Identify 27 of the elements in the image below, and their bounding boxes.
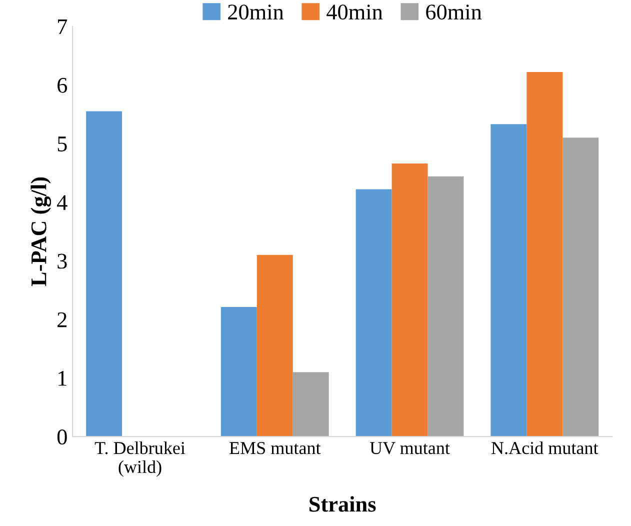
y-tick-label: 4 [57, 195, 68, 210]
bar [490, 124, 527, 437]
bar [220, 307, 257, 437]
bar [392, 163, 428, 437]
bar [86, 111, 122, 437]
legend-label: 20min [228, 4, 284, 20]
x-tick-label: EMS mutant [230, 442, 321, 454]
y-tick-label: 7 [58, 19, 68, 34]
y-tick-label: 3 [58, 254, 67, 269]
x-tick-label: N.Acid mutant [491, 441, 598, 454]
bar [428, 176, 464, 437]
bar [256, 254, 293, 437]
y-tick-label: 6 [58, 78, 68, 93]
y-tick-label: 1 [58, 371, 66, 386]
legend-label: 60min [426, 4, 482, 20]
x-tick-label: T. Delbrukei (wild) [94, 441, 186, 477]
x-tick-label: UV mutant [370, 442, 450, 454]
bar [562, 138, 599, 437]
x-axis-title: Strains [310, 496, 376, 512]
bar [526, 72, 563, 437]
y-axis-title: L-PAC (g/l) [30, 177, 52, 286]
y-tick-label: 5 [58, 136, 67, 152]
y-tick-label: 2 [58, 312, 66, 328]
y-tick-label: 0 [57, 430, 67, 445]
bar [292, 372, 329, 437]
legend-label: 40min [326, 4, 383, 20]
bar [356, 189, 392, 437]
